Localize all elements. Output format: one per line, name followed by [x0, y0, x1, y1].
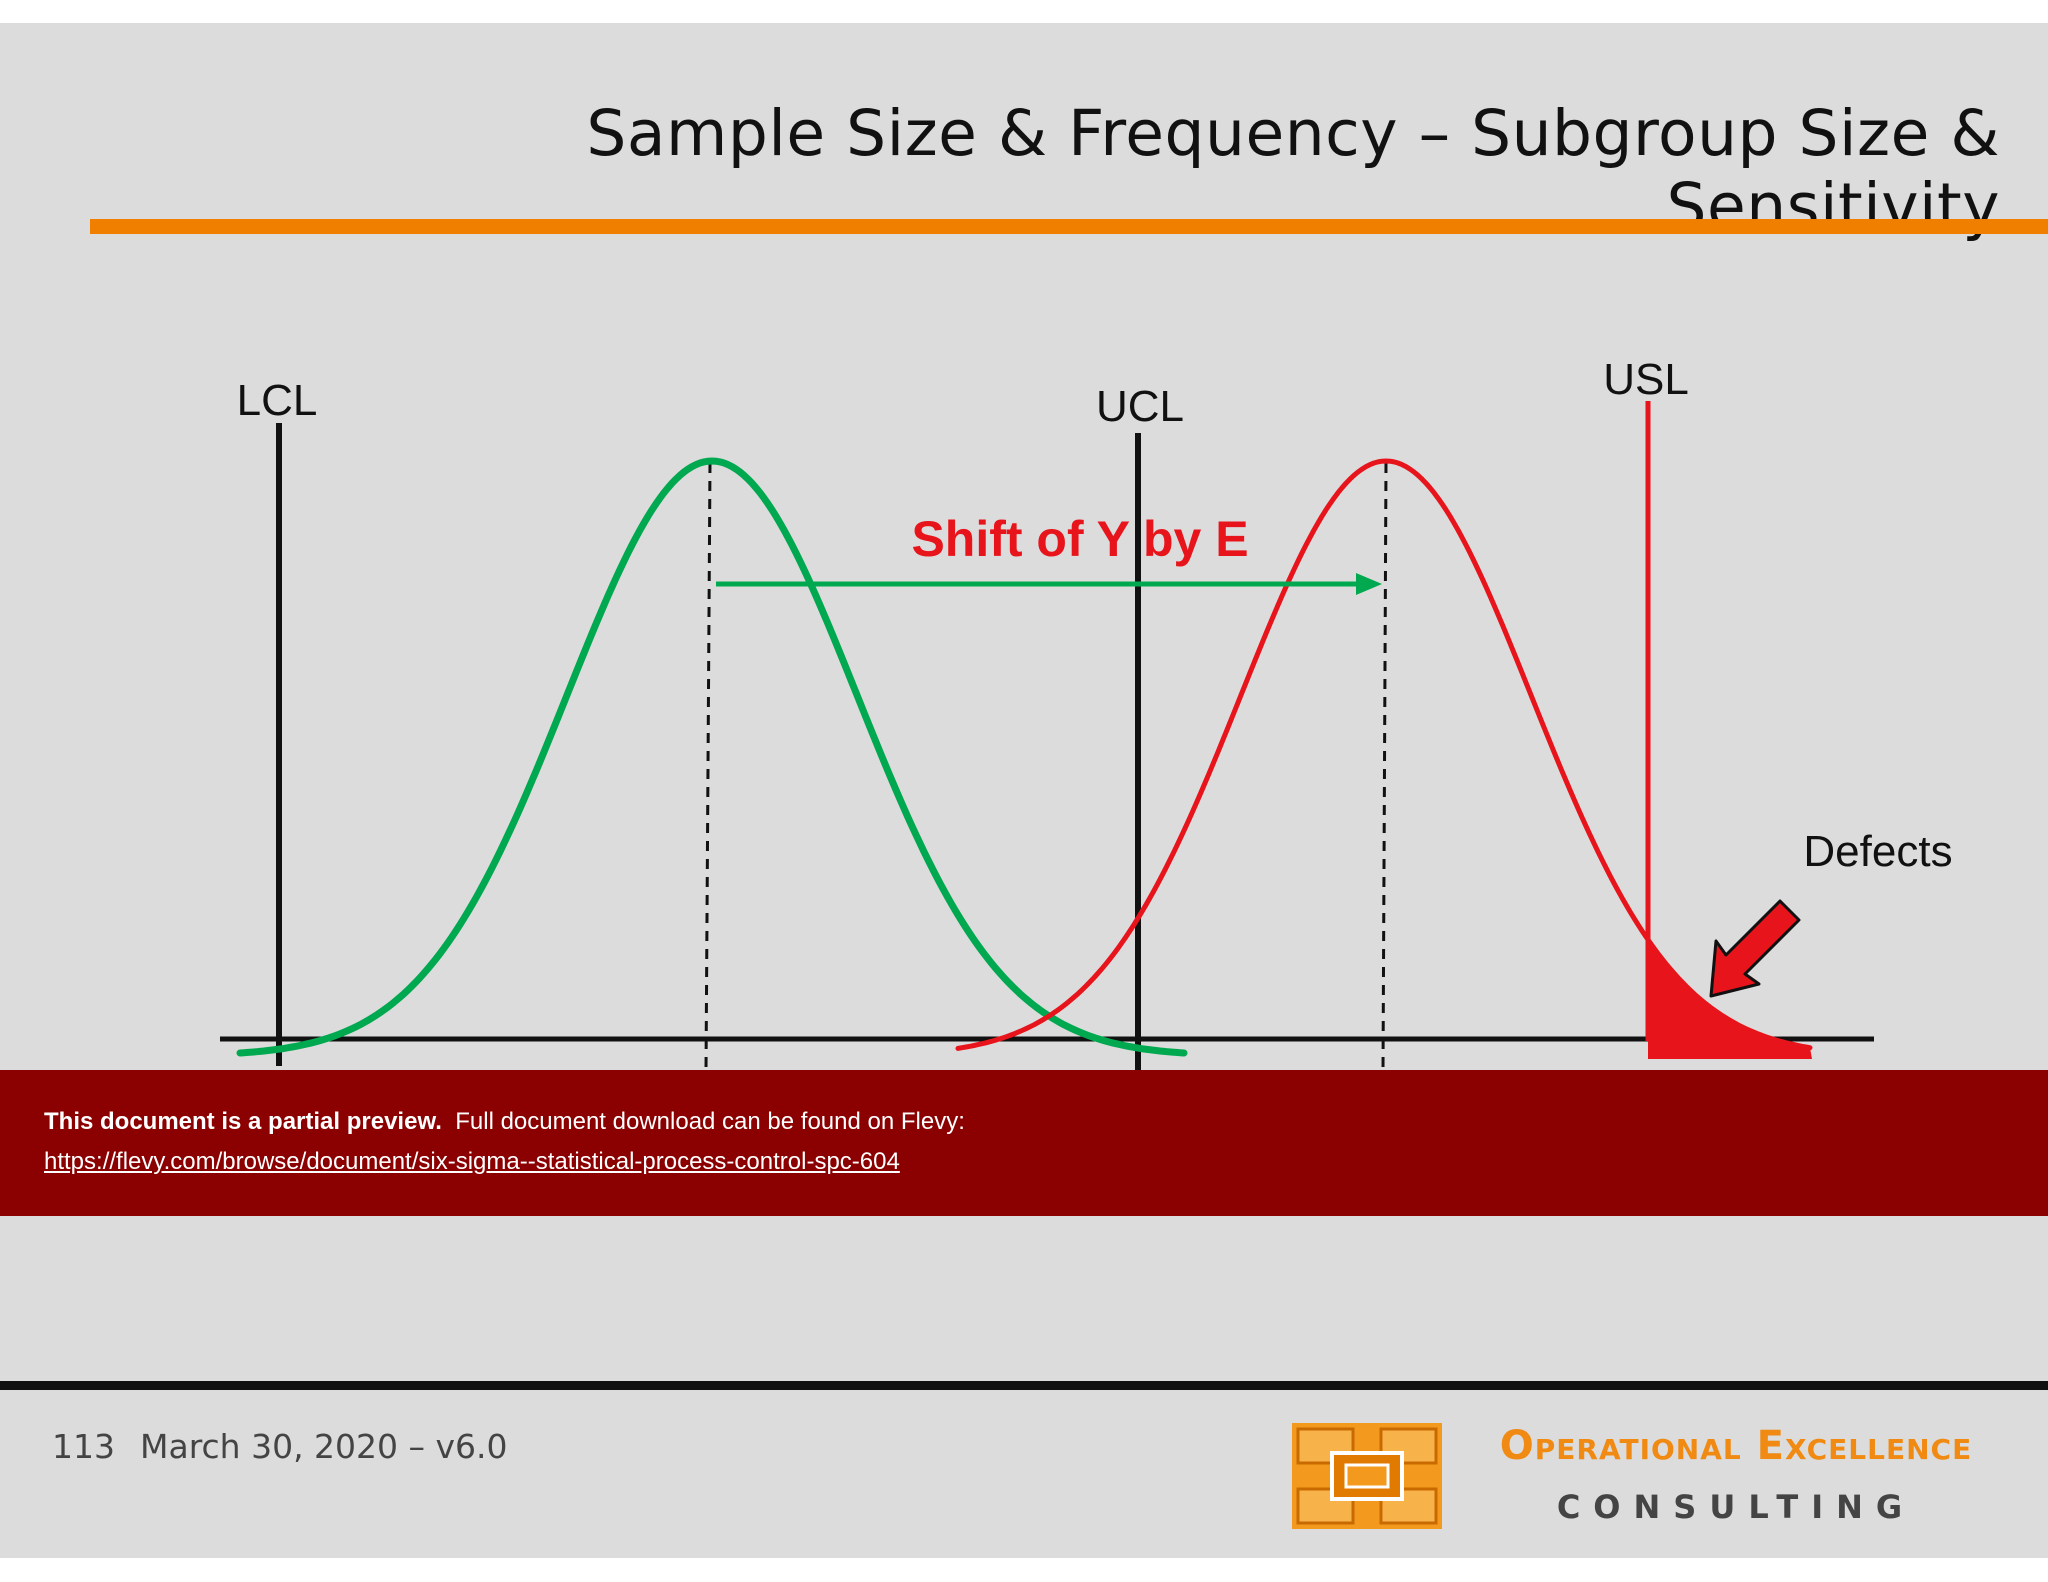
title-underline — [90, 219, 2048, 234]
shift-arrow-head — [1356, 573, 1382, 595]
usl-label: USL — [1603, 355, 1689, 404]
mean-line-original — [704, 462, 712, 1071]
shift-label: Shift of Y by E — [911, 511, 1248, 567]
preview-banner: This document is a partial preview. Full… — [0, 1070, 2048, 1216]
lcl-label: LCL — [237, 376, 318, 425]
defects-label: Defects — [1803, 827, 1952, 876]
download-link[interactable]: https://flevy.com/browse/document/six-si… — [44, 1148, 900, 1175]
slide-title: Sample Size & Frequency – Subgroup Size … — [586, 97, 2000, 243]
ucl-label: UCL — [1096, 382, 1184, 431]
logo-name: Operational Excellence — [1499, 1423, 1973, 1469]
logo-subtitle: CONSULTING — [1556, 1488, 1916, 1526]
version-date: March 30, 2020 – v6.0 — [140, 1427, 508, 1466]
mean-line-shifted — [1381, 462, 1388, 1071]
slide: Sample Size & Frequency – Subgroup Size … — [0, 23, 2048, 1558]
shift-diagram: LCL UCL USL Shift of Y by E Defects — [220, 355, 1953, 1071]
page-number: 113 — [52, 1427, 115, 1466]
company-logo-icon — [1292, 1423, 1442, 1529]
original-distribution-curve — [236, 457, 1188, 1057]
defects-tail-fill — [1648, 939, 1812, 1059]
defects-arrow-icon — [1709, 899, 1801, 998]
banner-text: Full document download can be found on F… — [455, 1108, 965, 1135]
shifted-distribution-curve — [955, 458, 1813, 1051]
footer-rule — [0, 1381, 2048, 1390]
banner-strong-text: This document is a partial preview. — [44, 1108, 442, 1135]
banner-message: This document is a partial preview. Full… — [44, 1108, 965, 1136]
